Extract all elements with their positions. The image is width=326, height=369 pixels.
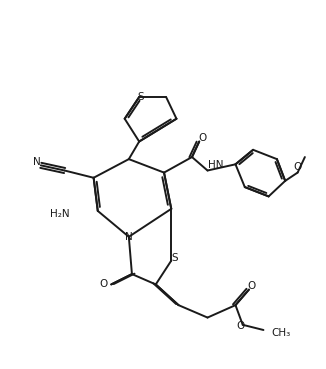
Text: N: N	[125, 232, 133, 242]
Text: O: O	[237, 321, 245, 331]
Text: S: S	[137, 92, 143, 102]
Text: CH₃: CH₃	[272, 328, 291, 338]
Text: O: O	[198, 134, 206, 144]
Text: H₂N: H₂N	[50, 209, 70, 219]
Text: O: O	[247, 282, 255, 292]
Text: O: O	[100, 279, 108, 289]
Text: S: S	[171, 252, 178, 262]
Text: N: N	[33, 157, 40, 167]
Text: HN: HN	[208, 161, 223, 170]
Text: O: O	[293, 162, 302, 172]
